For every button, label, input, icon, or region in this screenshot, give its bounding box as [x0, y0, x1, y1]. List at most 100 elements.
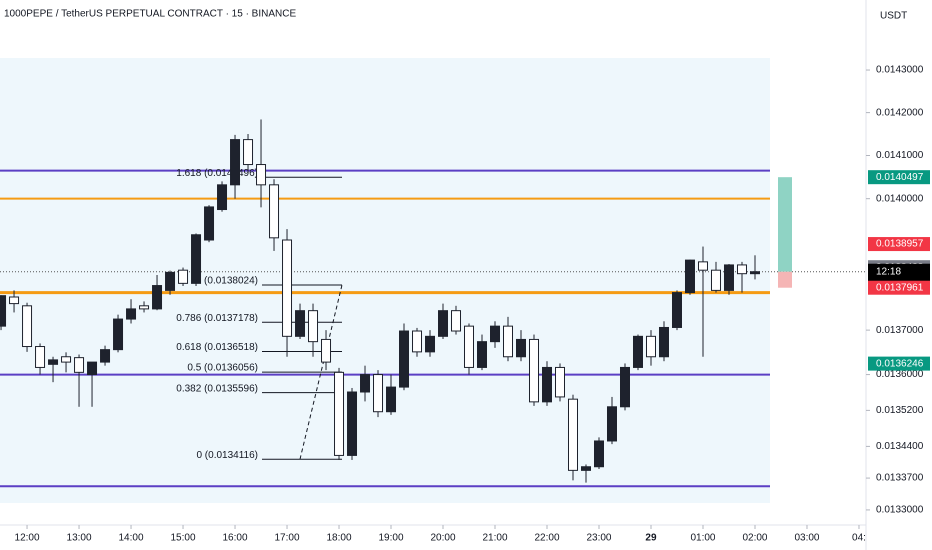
candle-body: [684, 259, 695, 294]
countdown: 12:18: [876, 266, 901, 277]
y-tick-label: 0.0133000: [876, 505, 924, 516]
candle-body: [671, 292, 682, 328]
x-tick-label: 01:00: [690, 533, 715, 544]
chart-title: 1000PEPE / TetherUS PERPETUAL CONTRACT ·…: [4, 9, 296, 20]
candle-body: [100, 349, 111, 363]
x-tick-label: 04:: [852, 533, 866, 544]
candle-body: [113, 318, 124, 351]
candle-body: [61, 356, 72, 363]
candle-body: [295, 310, 306, 337]
fib-label: 0.786 (0.0137178): [176, 313, 258, 324]
y-tick-label: 0.0140000: [876, 193, 924, 204]
candle-body: [243, 139, 254, 166]
candle-body: [9, 296, 20, 305]
candle-body: [191, 234, 202, 284]
fib-label: 0 (0.0134116): [196, 450, 258, 461]
candle-body: [632, 335, 643, 368]
candle-body: [503, 325, 514, 358]
price-label: 0.0137961: [876, 282, 924, 293]
y-tick-label: 0.0137000: [876, 325, 924, 336]
candle-body: [606, 406, 617, 442]
candle-body: [438, 310, 449, 337]
candle-body: [139, 305, 150, 310]
price-label: 0.0140497: [876, 172, 924, 183]
candle-body: [87, 361, 98, 376]
candle-body: [386, 386, 397, 413]
candle-body: [217, 184, 228, 211]
candle-body: [477, 341, 488, 368]
price-label-box: [868, 356, 930, 371]
x-tick-label: 15:00: [171, 533, 196, 544]
price-axis: 0.0143000 0.0142000 0.0141000 0.0140000 0.01…: [866, 65, 930, 516]
fib-trend: [299, 284, 343, 460]
x-tick-label: 22:00: [534, 533, 559, 544]
fib-label: 0.618 (0.0136518): [176, 342, 258, 353]
price-label-box: [868, 280, 930, 295]
candle-body: [165, 271, 176, 291]
y-tick-label: 0.0134400: [876, 441, 924, 452]
candle-body: [749, 271, 760, 275]
plot-area: 1.618 (0.0140496) 1 (0.0138024) 0.786 (0.0…: [0, 119, 866, 488]
candle-body: [568, 398, 579, 471]
price-label: 0.0138957: [876, 239, 924, 250]
candle-body: [256, 164, 267, 186]
candle-body: [516, 338, 527, 358]
price-label-box: [868, 170, 930, 185]
candle-body: [347, 391, 358, 456]
candle-body: [35, 346, 46, 368]
x-tick-label: 19:00: [378, 533, 403, 544]
x-tick-label: 17:00: [275, 533, 300, 544]
x-tick-label: 21:00: [482, 533, 507, 544]
candle-body: [697, 261, 708, 271]
x-tick-label: 14:00: [119, 533, 144, 544]
candle-body: [580, 466, 591, 471]
y-tick-label: 0.0136000: [876, 369, 924, 380]
candle-body: [619, 366, 630, 408]
candle-body: [399, 330, 410, 388]
candle-body: [282, 239, 293, 337]
candle-body: [593, 440, 604, 468]
x-tick-label: 23:00: [586, 533, 611, 544]
y-tick-label: 0.0133700: [876, 473, 924, 484]
price-label: 0.0136246: [876, 358, 924, 369]
candle-body: [490, 325, 501, 343]
y-tick-label: 0.0135200: [876, 405, 924, 416]
x-tick-label: 13:00: [67, 533, 92, 544]
candle-body: [334, 371, 345, 456]
candle-body: [321, 338, 332, 363]
candle-body: [451, 310, 462, 332]
candle-body: [48, 359, 59, 365]
fib-label: 1.618 (0.0140496): [176, 168, 258, 179]
candle-body: [412, 330, 423, 353]
x-tick-label: 12:00: [15, 533, 40, 544]
currency: USDT: [880, 11, 907, 22]
x-tick-label: 29: [645, 533, 657, 544]
candle-body: [22, 305, 33, 348]
candle-body: [178, 269, 189, 284]
candle-body: [425, 335, 436, 353]
x-tick-label: 02:00: [742, 533, 767, 544]
candle-body: [152, 285, 163, 310]
candle-body: [542, 366, 553, 403]
x-tick-label: 16:00: [223, 533, 248, 544]
fib-label: 0.5 (0.0136056): [187, 363, 258, 374]
candle-body: [723, 264, 734, 291]
candle-body: [529, 338, 540, 403]
candle-body: [645, 335, 656, 358]
candle-body: [230, 139, 241, 186]
candle-body: [464, 325, 475, 368]
x-tick-label: 20:00: [430, 533, 455, 544]
x-tick-label: 03:00: [794, 533, 819, 544]
candle-body: [373, 374, 384, 413]
candle-body: [658, 326, 669, 358]
candle-body: [269, 184, 280, 239]
x-tick-label: 18:00: [327, 533, 352, 544]
fib-label: 0.382 (0.0135596): [176, 383, 258, 394]
candle-body: [736, 264, 747, 275]
candle-body: [710, 269, 721, 291]
y-tick-label: 0.0142000: [876, 107, 924, 118]
position-stop: [778, 271, 792, 288]
price-label-box: [868, 237, 930, 252]
candle-body: [360, 374, 371, 393]
